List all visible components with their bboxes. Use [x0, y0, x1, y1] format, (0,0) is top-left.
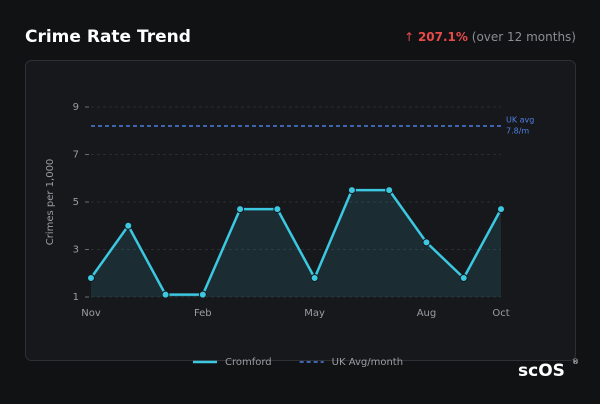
- point: [273, 205, 282, 214]
- y-axis-label: Crimes per 1,000: [45, 159, 56, 246]
- chart-card: [25, 60, 576, 361]
- legend-label: UK Avg/month: [332, 357, 403, 368]
- x-tick-label: Oct: [492, 308, 509, 319]
- legend-label: Cromford: [225, 357, 272, 368]
- annotation: UK avg: [506, 116, 534, 125]
- y-tick-label: 1: [73, 292, 79, 303]
- point: [497, 205, 505, 214]
- logo: scOS: [518, 361, 565, 381]
- y-tick-label: 9: [73, 102, 79, 113]
- change-note: (over 12 months): [472, 30, 576, 44]
- x-tick-label: Nov: [81, 308, 101, 319]
- change-summary: ↑ 207.1% (over 12 months): [404, 30, 576, 44]
- y-tick-label: 3: [73, 245, 79, 256]
- logo-mark: ®: [572, 358, 579, 366]
- point: [124, 221, 133, 230]
- y-tick-label: 5: [73, 197, 79, 208]
- line: [89, 188, 503, 296]
- point: [310, 274, 319, 282]
- point: [87, 274, 95, 282]
- change-value: 207.1%: [418, 30, 468, 44]
- point: [422, 238, 431, 247]
- point: [459, 274, 468, 282]
- x-tick-label: May: [304, 308, 325, 319]
- y-tick-label: 7: [73, 150, 79, 161]
- x-tick-label: Feb: [194, 308, 212, 319]
- title: Crime Rate Trend: [25, 27, 191, 47]
- x-tick-label: Aug: [417, 308, 437, 319]
- point: [161, 290, 170, 299]
- point: [385, 186, 394, 195]
- point: [347, 186, 356, 195]
- point: [198, 290, 207, 299]
- chart: 1 3 5 7 9 Crimes per 1,000 Nov Feb May Aug Oct UK a…: [45, 102, 534, 368]
- annotation: 7.8/m: [506, 127, 529, 136]
- change-arrow: ↑: [404, 30, 414, 44]
- point: [236, 205, 245, 214]
